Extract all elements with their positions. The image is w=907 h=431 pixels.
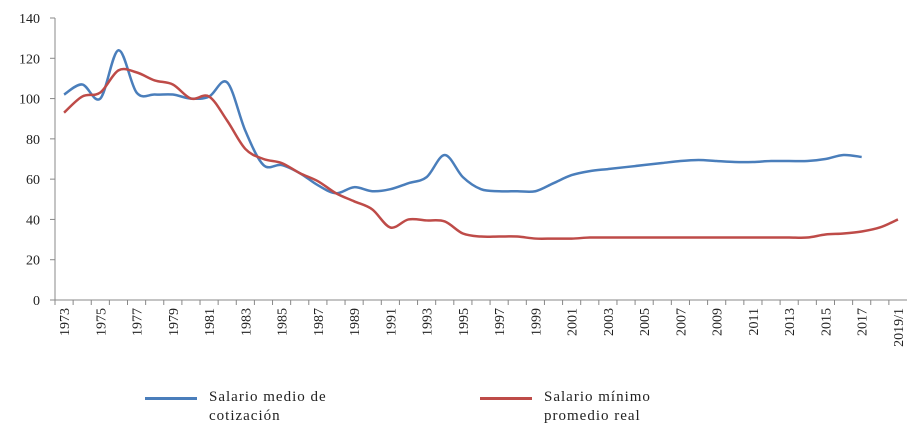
x-tick-label: 1999 xyxy=(529,308,544,336)
x-tick-label: 2015 xyxy=(819,308,834,336)
y-tick-label: 0 xyxy=(33,294,40,309)
x-tick-label: 1975 xyxy=(94,308,109,336)
series-line xyxy=(63,67,899,240)
x-tick-label: 2019/1 xyxy=(892,308,907,347)
x-tick-label: 1985 xyxy=(276,308,291,336)
x-tick-label: 1997 xyxy=(493,308,508,336)
x-tick-label: 1991 xyxy=(384,308,399,336)
y-tick-label: 40 xyxy=(26,213,40,228)
x-tick-label: 1987 xyxy=(312,308,327,336)
y-tick-label: 20 xyxy=(26,254,40,269)
x-tick-label: 2005 xyxy=(638,308,653,336)
x-tick-label: 1979 xyxy=(167,308,182,336)
y-tick-label: 120 xyxy=(19,52,40,67)
legend-swatch xyxy=(480,397,532,400)
legend-item: Salario medio de cotización xyxy=(145,388,369,426)
x-tick-label: 2013 xyxy=(783,308,798,336)
x-tick-label: 2009 xyxy=(711,308,726,336)
y-tick-label: 60 xyxy=(26,173,40,188)
x-tick-label: 2011 xyxy=(747,308,762,335)
legend-item: Salario mínimo promedio real xyxy=(480,388,704,426)
series-line xyxy=(63,48,862,195)
x-tick-label: 2007 xyxy=(674,308,689,336)
legend-label: Salario mínimo promedio real xyxy=(544,389,651,424)
y-tick-label: 80 xyxy=(26,133,40,148)
x-tick-label: 1981 xyxy=(203,308,218,336)
x-tick-label: 1973 xyxy=(58,308,73,336)
x-tick-label: 1989 xyxy=(348,308,363,336)
x-tick-label: 2001 xyxy=(566,308,581,336)
legend-label: Salario medio de cotización xyxy=(209,389,327,424)
x-tick-label: 1995 xyxy=(457,308,472,336)
y-tick-label: 100 xyxy=(19,93,40,108)
x-tick-label: 2003 xyxy=(602,308,617,336)
x-tick-label: 1983 xyxy=(239,308,254,336)
x-tick-label: 2017 xyxy=(856,308,871,336)
legend-swatch xyxy=(145,397,197,400)
x-tick-label: 1993 xyxy=(421,308,436,336)
x-tick-label: 1977 xyxy=(131,308,146,336)
y-tick-label: 140 xyxy=(19,12,40,27)
